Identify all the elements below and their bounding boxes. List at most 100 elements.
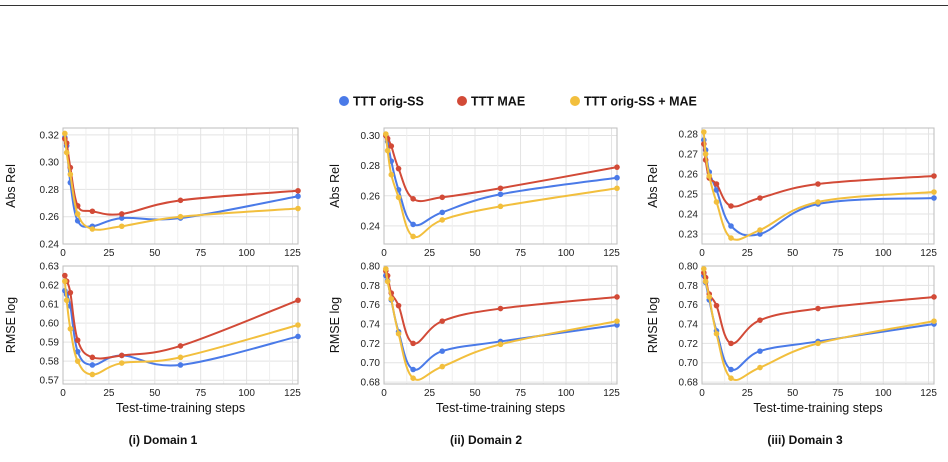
data-point [497, 191, 504, 198]
y-tick-label: 0.26 [679, 170, 699, 181]
data-point [177, 362, 184, 368]
data-point [62, 278, 68, 285]
data-point [388, 296, 395, 302]
data-point [706, 294, 713, 300]
data-point [395, 165, 402, 172]
data-point [89, 226, 96, 232]
chart-2-abs-rel: 0.24 0.26 0.28 0.30 0 25 50 75 100 125 Abs Rel [328, 127, 620, 259]
data-point [395, 194, 402, 201]
y-tick-label: 0.59 [40, 338, 60, 349]
y-tick-label: 0.80 [361, 262, 381, 273]
data-point [295, 297, 301, 304]
data-point [295, 187, 301, 194]
data-point [713, 187, 720, 193]
data-point [62, 272, 68, 279]
series-line [63, 281, 299, 376]
data-point [384, 278, 391, 285]
data-point [295, 322, 301, 328]
data-point [63, 149, 70, 156]
data-point [388, 143, 395, 149]
data-point [614, 185, 620, 192]
data-point [410, 340, 416, 347]
data-point [497, 341, 504, 348]
x-tick-label: 100 [875, 388, 892, 399]
chart-1-abs-rel: 0.24 0.26 0.28 0.30 0.32 0 25 50 75 100 125 Abs Rel [4, 127, 301, 259]
data-point [89, 371, 96, 378]
y-tick-label: 0.68 [361, 378, 381, 389]
data-point [757, 364, 763, 371]
y-tick-label: 0.70 [361, 358, 381, 369]
series-line [384, 133, 618, 239]
y-axis-label: Abs Rel [646, 164, 660, 208]
data-point [295, 193, 301, 200]
series-line [384, 275, 618, 371]
data-point [439, 348, 446, 354]
y-tick-label: 0.72 [679, 339, 699, 350]
y-tick-label: 0.28 [679, 130, 699, 141]
series-line [702, 143, 935, 208]
x-tick-label: 50 [469, 388, 481, 399]
legend-marker [339, 96, 349, 106]
y-tick-label: 0.62 [40, 281, 60, 292]
x-tick-label: 25 [424, 248, 436, 259]
y-tick-label: 0.27 [679, 150, 699, 161]
data-point [89, 354, 96, 361]
x-tick-label: 50 [149, 248, 161, 259]
x-tick-label: 0 [60, 248, 66, 259]
data-point [177, 213, 184, 220]
series-line [702, 275, 935, 371]
data-point [713, 181, 720, 187]
data-point [295, 333, 301, 340]
y-tick-label: 0.23 [679, 230, 699, 241]
chart-3-abs-rel: 0.23 0.24 0.25 0.26 0.27 0.28 0 25 50 75 100 125 Abs… [646, 127, 937, 259]
data-point [702, 278, 709, 285]
data-point [815, 340, 821, 347]
x-tick-label: 125 [603, 388, 620, 399]
y-tick-label: 0.28 [40, 185, 60, 196]
data-point [383, 131, 389, 137]
x-tick-label: 100 [238, 388, 255, 399]
x-tick-label: 25 [424, 388, 436, 399]
y-tick-label: 0.25 [679, 190, 699, 201]
y-tick-label: 0.61 [40, 300, 60, 311]
x-tick-label: 125 [284, 388, 301, 399]
data-point [439, 209, 446, 216]
data-point [74, 337, 81, 344]
y-axis-label: RMSE log [328, 297, 342, 353]
data-point [74, 348, 81, 355]
x-tick-label: 100 [875, 248, 892, 259]
chart-1-rmse-log: 0.57 0.58 0.59 0.60 0.61 0.62 0.63 0 25 50 75 100 12… [4, 262, 301, 400]
x-tick-label: 75 [195, 248, 207, 259]
y-tick-label: 0.76 [679, 300, 699, 311]
series-line [384, 134, 618, 203]
data-point [728, 340, 734, 347]
data-point [118, 360, 125, 366]
plot-frame [701, 265, 935, 385]
y-tick-label: 0.72 [361, 339, 381, 350]
data-point [89, 362, 96, 368]
data-point [757, 227, 763, 233]
chart-panels: 0.24 0.26 0.28 0.30 0.32 0 25 50 75 100 125 Abs Rel… [4, 127, 937, 400]
data-point [702, 151, 709, 157]
legend-label: TTT orig-SS [353, 95, 424, 109]
data-point [177, 343, 184, 349]
x-tick-label: 0 [60, 388, 66, 399]
data-point [410, 375, 416, 381]
x-tick-label: 100 [558, 248, 575, 259]
data-point [63, 297, 70, 304]
x-tick-label: 100 [238, 248, 255, 259]
plot-frame [701, 127, 935, 245]
data-point [757, 348, 763, 354]
y-tick-label: 0.30 [40, 158, 60, 169]
data-point [815, 181, 821, 187]
legend-label: TTT MAE [471, 95, 525, 109]
data-point [614, 318, 620, 324]
data-point [118, 215, 125, 221]
legend-marker [457, 96, 467, 106]
y-tick-label: 0.70 [679, 358, 699, 369]
legend: TTT orig-SS TTT MAE TTT orig-SS + MAE [339, 95, 697, 109]
x-tick-label: 0 [699, 248, 705, 259]
y-tick-label: 0.68 [679, 378, 699, 389]
x-axis-labels: Test-time-training steps Test-time-traini… [116, 401, 883, 415]
data-point [713, 330, 720, 337]
